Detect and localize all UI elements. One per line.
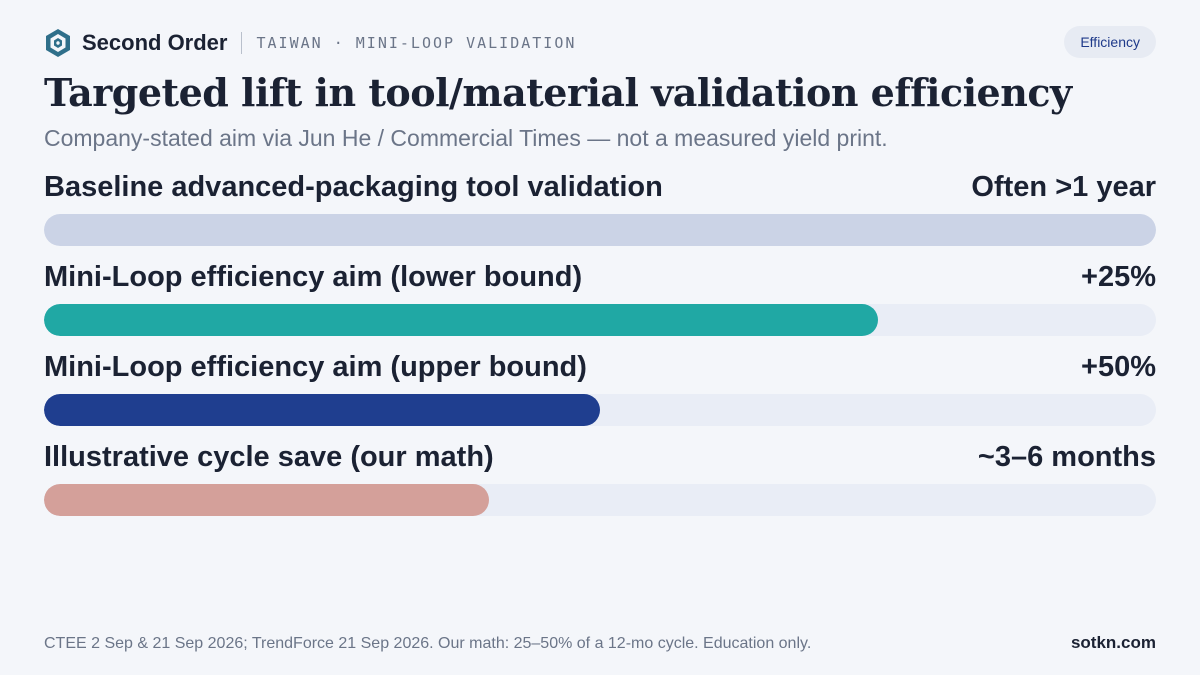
header-divider xyxy=(241,32,243,54)
bar-value-label: ~3–6 months xyxy=(977,441,1156,473)
header: Second Order TAIWAN · MINI-LOOP VALIDATI… xyxy=(44,26,1156,60)
bar-label: Mini-Loop efficiency aim (lower bound) xyxy=(44,261,583,293)
bar-value-label: +50% xyxy=(1081,351,1156,383)
bar-fill xyxy=(44,394,600,426)
hexagon-logo-icon xyxy=(44,28,72,58)
bar-value-label: Often >1 year xyxy=(971,171,1156,203)
kicker-label: TAIWAN · MINI-LOOP VALIDATION xyxy=(256,34,577,52)
bar-track xyxy=(44,394,1156,426)
bar-fill xyxy=(44,484,489,516)
bar-value-label: +25% xyxy=(1081,261,1156,293)
bar-row: Illustrative cycle save (our math) ~3–6 m… xyxy=(44,440,1156,530)
bar-track xyxy=(44,484,1156,516)
bar-row: Mini-Loop efficiency aim (upper bound) +5… xyxy=(44,350,1156,440)
bar-track xyxy=(44,214,1156,246)
chart-title: Targeted lift in tool/material validatio… xyxy=(44,70,1072,115)
source-note: CTEE 2 Sep & 21 Sep 2026; TrendForce 21 … xyxy=(44,635,812,652)
bar-fill xyxy=(44,214,1156,246)
bar-row: Mini-Loop efficiency aim (lower bound) +2… xyxy=(44,260,1156,350)
bar-track xyxy=(44,304,1156,336)
bar-label: Mini-Loop efficiency aim (upper bound) xyxy=(44,351,587,383)
bar-label: Illustrative cycle save (our math) xyxy=(44,441,494,473)
bar-fill xyxy=(44,304,878,336)
bar-label: Baseline advanced-packaging tool validat… xyxy=(44,171,663,203)
bar-row: Baseline advanced-packaging tool validat… xyxy=(44,170,1156,260)
brand-name: Second Order xyxy=(82,30,228,55)
site-link[interactable]: sotkn.com xyxy=(1070,633,1156,652)
bar-chart: Baseline advanced-packaging tool validat… xyxy=(44,170,1156,530)
topic-badge: Efficiency xyxy=(1064,26,1156,58)
chart-subtitle: Company-stated aim via Jun He / Commerci… xyxy=(44,125,888,151)
